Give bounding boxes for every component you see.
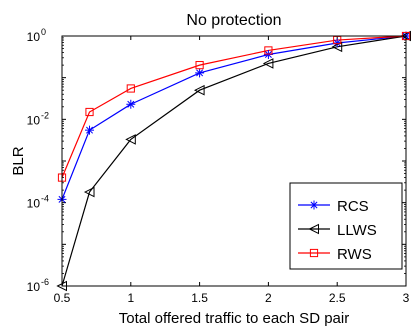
y-tick-label-base: 10 bbox=[27, 280, 41, 294]
x-tick-label: 2.5 bbox=[329, 291, 346, 305]
data-point-square bbox=[195, 61, 204, 70]
data-point-triangle-left bbox=[331, 41, 343, 53]
data-point-asterisk bbox=[85, 125, 95, 135]
y-tick-label-base: 10 bbox=[27, 113, 41, 127]
legend-item-llws: LLWS bbox=[298, 222, 377, 239]
y-tick-label-exponent: -2 bbox=[41, 110, 49, 120]
x-axis-label: Total offered traffic to each SD pair bbox=[119, 310, 349, 327]
data-point-asterisk bbox=[126, 99, 136, 109]
y-tick-label-exponent: -6 bbox=[41, 277, 49, 287]
y-tick-label-exponent: -4 bbox=[41, 194, 49, 204]
y-tick-label-base: 10 bbox=[27, 197, 41, 211]
x-tick-label: 0.5 bbox=[54, 291, 71, 305]
data-point-asterisk bbox=[309, 200, 319, 210]
y-tick-label-exponent: 0 bbox=[41, 27, 46, 37]
y-tick-label: 10 -6 bbox=[27, 277, 49, 294]
legend-item-rws: RWS bbox=[298, 246, 372, 263]
data-point-triangle-left bbox=[262, 58, 274, 69]
y-tick-label-base: 10 bbox=[27, 30, 41, 44]
data-point-triangle-left bbox=[83, 186, 95, 198]
x-tick-label: 1.5 bbox=[191, 291, 208, 305]
x-tick-label: 2 bbox=[265, 291, 272, 305]
data-point-square bbox=[264, 46, 273, 55]
legend-label: RCS bbox=[337, 198, 369, 215]
data-point-triangle-left bbox=[125, 134, 136, 145]
x-tick-label: 3 bbox=[403, 291, 410, 305]
data-point-square bbox=[309, 248, 319, 258]
data-point-square bbox=[85, 107, 94, 117]
y-axis-label: BLR bbox=[10, 146, 27, 175]
chart-title: No protection bbox=[186, 12, 281, 29]
data-point-triangle-left bbox=[193, 84, 205, 96]
data-point-square bbox=[126, 84, 135, 93]
data-point-asterisk bbox=[195, 68, 205, 78]
legend-label: RWS bbox=[337, 246, 372, 263]
y-tick-label: 10 0 bbox=[27, 27, 46, 44]
plot-frame bbox=[61, 35, 407, 287]
legend-label: LLWS bbox=[337, 222, 377, 239]
x-tick-label: 1 bbox=[127, 291, 134, 305]
legend: RCS LLWS RWS bbox=[289, 182, 403, 270]
data-point-triangle-left bbox=[308, 223, 319, 235]
y-tick-label: 10 -4 bbox=[27, 194, 49, 211]
y-tick-label: 10 -2 bbox=[27, 110, 49, 127]
legend-box bbox=[289, 182, 403, 270]
legend-item-rcs: RCS bbox=[298, 198, 369, 215]
